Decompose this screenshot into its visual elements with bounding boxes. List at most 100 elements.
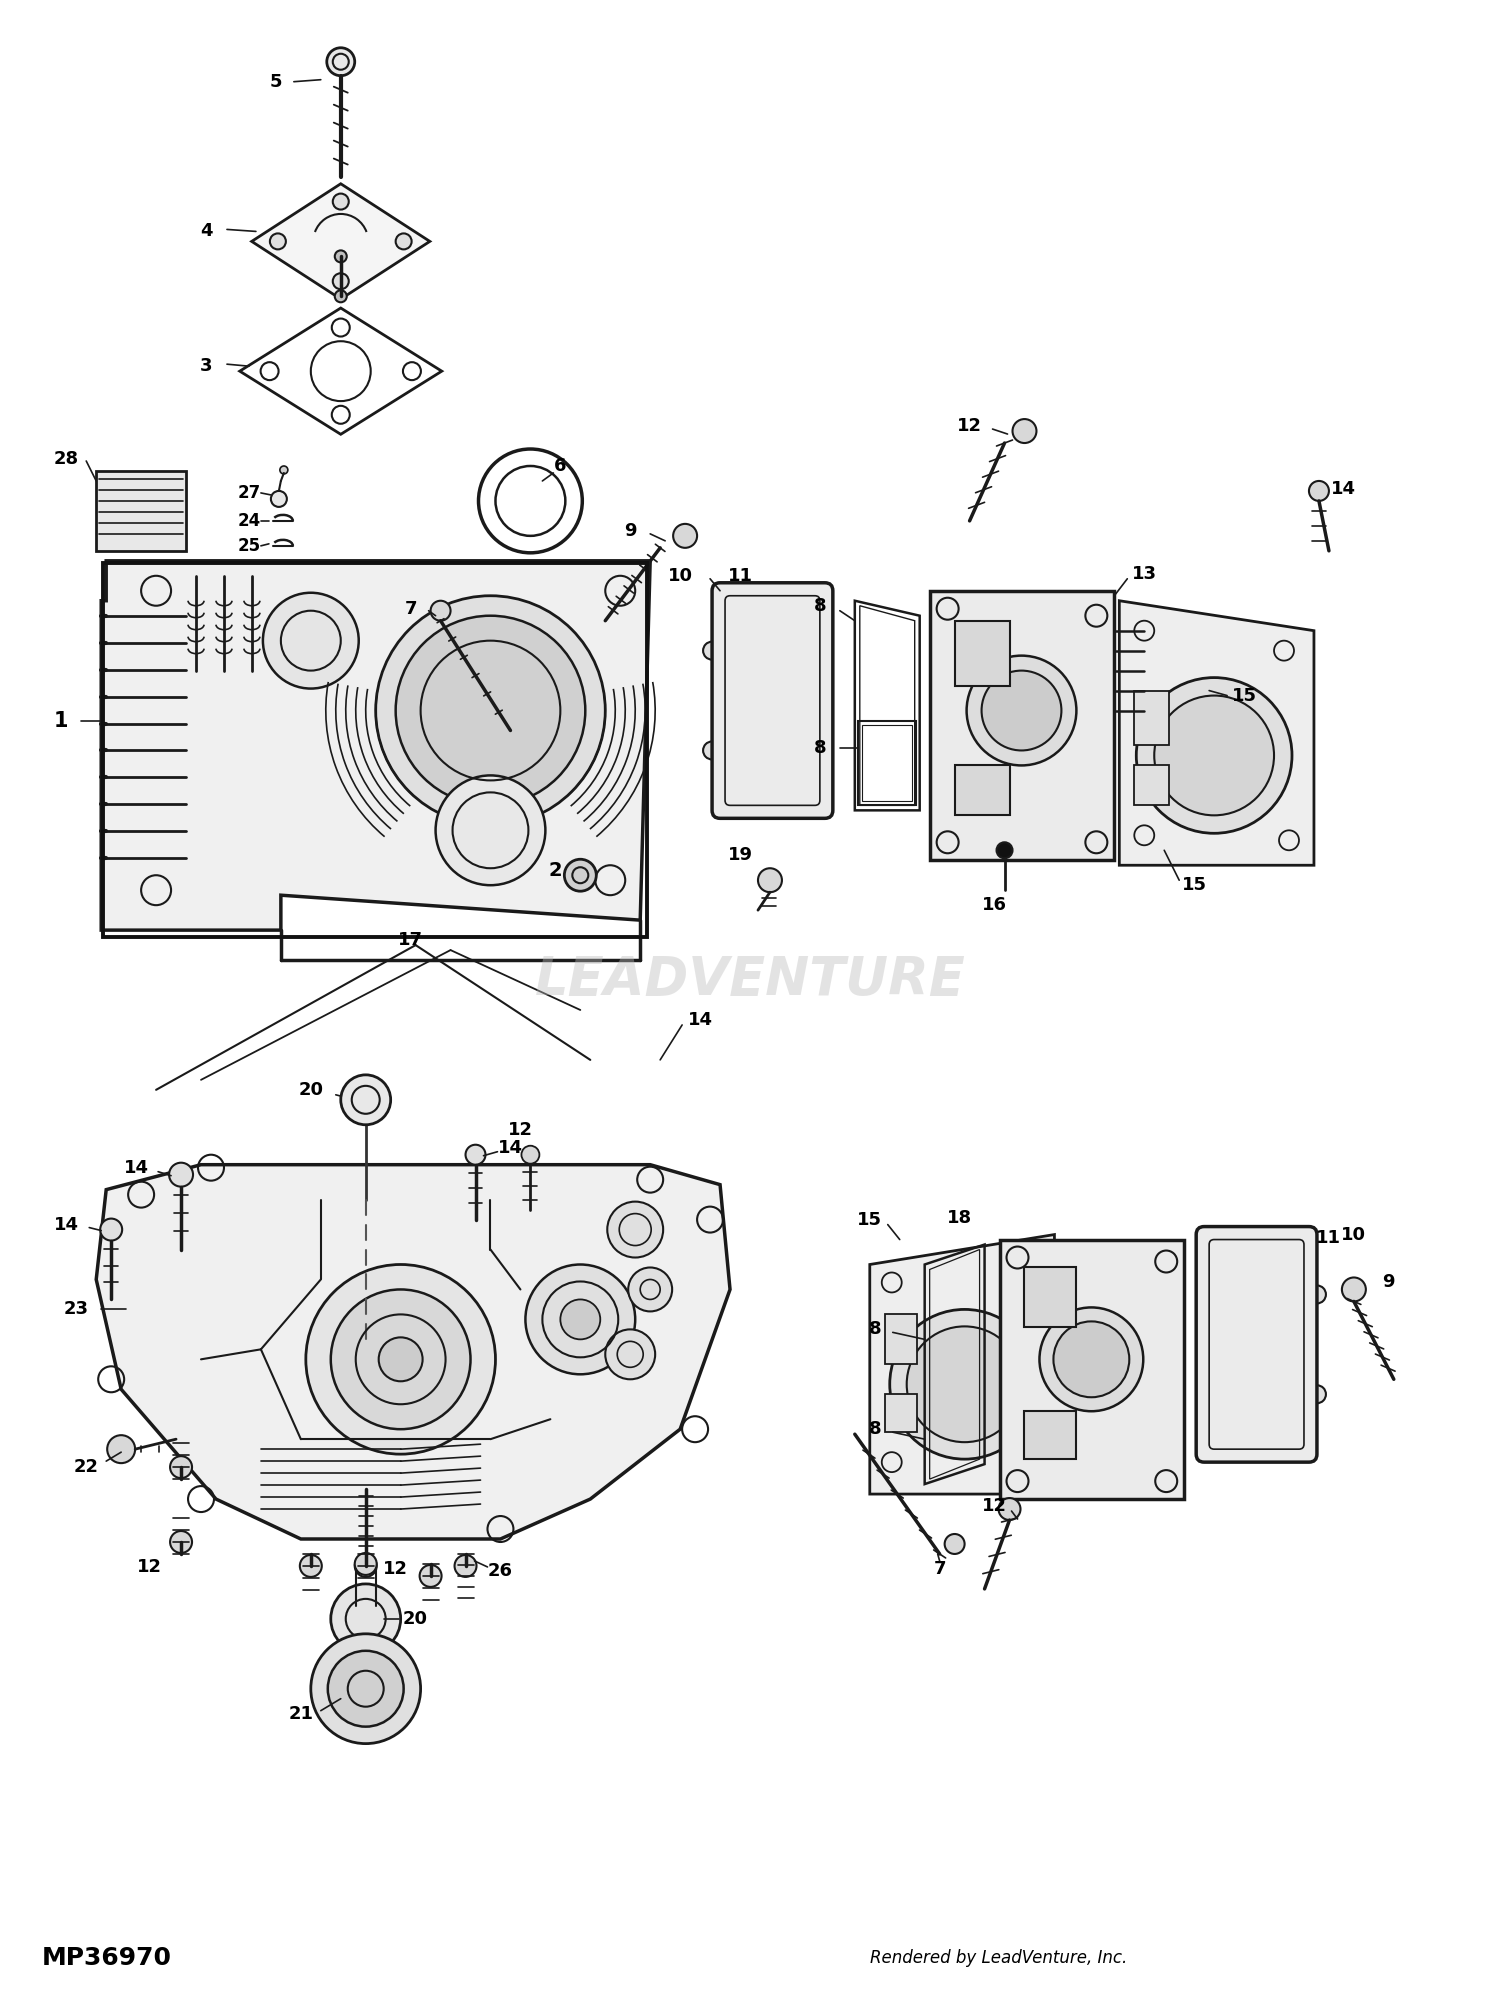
Circle shape <box>890 1309 1040 1460</box>
Text: 14: 14 <box>54 1215 80 1233</box>
Text: 5: 5 <box>270 72 282 92</box>
Text: 22: 22 <box>74 1458 99 1476</box>
Text: 12: 12 <box>982 1498 1006 1516</box>
Circle shape <box>300 1556 322 1578</box>
Text: 8: 8 <box>868 1321 880 1339</box>
Circle shape <box>966 655 1077 765</box>
Text: 11: 11 <box>728 568 753 586</box>
Text: 9: 9 <box>1383 1273 1395 1291</box>
Circle shape <box>333 193 348 209</box>
Bar <box>954 765 1010 815</box>
Bar <box>930 592 1114 861</box>
Circle shape <box>106 1434 135 1464</box>
Text: Rendered by LeadVenture, Inc.: Rendered by LeadVenture, Inc. <box>870 1950 1126 1968</box>
Text: 4: 4 <box>200 223 213 241</box>
Bar <box>1134 691 1168 745</box>
Text: 8: 8 <box>868 1420 880 1438</box>
Text: 18: 18 <box>946 1209 972 1227</box>
Circle shape <box>564 859 597 890</box>
Polygon shape <box>1119 602 1314 865</box>
Text: 13: 13 <box>1132 566 1156 584</box>
Circle shape <box>704 641 722 659</box>
Circle shape <box>332 1584 400 1653</box>
Circle shape <box>454 1556 477 1578</box>
Text: 12: 12 <box>136 1558 162 1576</box>
Circle shape <box>674 524 698 548</box>
Text: 14: 14 <box>1332 480 1356 498</box>
Text: 12: 12 <box>957 416 982 434</box>
Circle shape <box>396 616 585 805</box>
Circle shape <box>333 273 348 289</box>
Circle shape <box>332 1289 471 1428</box>
Circle shape <box>280 466 288 474</box>
Text: 1: 1 <box>54 711 69 731</box>
Text: 12: 12 <box>382 1560 408 1578</box>
Circle shape <box>396 233 411 249</box>
Circle shape <box>430 602 450 622</box>
Circle shape <box>1308 1285 1326 1303</box>
Circle shape <box>270 233 286 249</box>
Text: 3: 3 <box>200 357 213 374</box>
Bar <box>104 564 646 936</box>
Circle shape <box>354 1554 376 1576</box>
Circle shape <box>272 490 286 506</box>
FancyBboxPatch shape <box>712 584 833 819</box>
Circle shape <box>328 1651 404 1727</box>
Text: 11: 11 <box>1317 1229 1341 1247</box>
Circle shape <box>525 1265 634 1374</box>
Circle shape <box>375 596 606 825</box>
Circle shape <box>1155 695 1274 815</box>
Circle shape <box>435 775 546 884</box>
Polygon shape <box>100 562 650 930</box>
Circle shape <box>996 843 1012 859</box>
Text: 21: 21 <box>288 1705 314 1723</box>
Bar <box>858 721 915 805</box>
Bar <box>954 622 1010 685</box>
Text: 16: 16 <box>982 896 1006 914</box>
Circle shape <box>522 1145 540 1163</box>
Text: 15: 15 <box>858 1211 882 1229</box>
Text: 15: 15 <box>1182 876 1206 894</box>
Circle shape <box>945 1534 964 1554</box>
Circle shape <box>608 1201 663 1257</box>
Polygon shape <box>252 183 430 299</box>
Text: 2: 2 <box>549 861 562 880</box>
Circle shape <box>334 251 346 263</box>
Circle shape <box>1053 1321 1130 1396</box>
Text: 19: 19 <box>728 847 753 865</box>
Text: 8: 8 <box>813 739 826 757</box>
Bar <box>885 1315 916 1365</box>
Text: 26: 26 <box>488 1562 513 1580</box>
Text: 24: 24 <box>237 512 261 530</box>
Circle shape <box>704 741 722 759</box>
Circle shape <box>1040 1307 1143 1410</box>
Circle shape <box>1308 1384 1326 1402</box>
Text: 7: 7 <box>933 1560 946 1578</box>
Bar <box>96 470 186 552</box>
Circle shape <box>606 1329 656 1378</box>
Circle shape <box>465 1145 486 1165</box>
Polygon shape <box>870 1235 1054 1494</box>
Bar <box>885 1394 916 1432</box>
Text: 27: 27 <box>237 484 261 502</box>
Text: 14: 14 <box>687 1012 712 1030</box>
Bar <box>1024 1267 1077 1327</box>
Circle shape <box>1310 480 1329 500</box>
Circle shape <box>340 1076 390 1125</box>
Text: 23: 23 <box>63 1301 88 1319</box>
Circle shape <box>170 1163 194 1187</box>
Circle shape <box>1137 677 1292 833</box>
Circle shape <box>170 1456 192 1478</box>
Circle shape <box>906 1327 1023 1442</box>
Circle shape <box>981 671 1062 751</box>
Text: 14: 14 <box>498 1139 523 1157</box>
Circle shape <box>310 1633 420 1743</box>
Text: 14: 14 <box>123 1159 148 1177</box>
Circle shape <box>1013 418 1036 442</box>
Text: 15: 15 <box>1232 687 1257 705</box>
Text: 7: 7 <box>405 600 417 618</box>
Text: 10: 10 <box>668 568 693 586</box>
Bar <box>862 725 912 801</box>
Circle shape <box>378 1337 423 1380</box>
Circle shape <box>561 1299 600 1339</box>
